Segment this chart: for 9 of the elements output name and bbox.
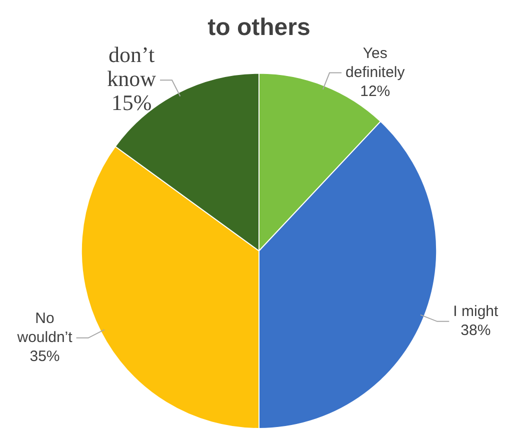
data-label: 12% bbox=[360, 82, 390, 100]
data-label: 15% bbox=[111, 90, 152, 115]
chart-title: to others bbox=[208, 14, 310, 42]
slice-label: No wouldn’t bbox=[16, 310, 74, 346]
slice-label: I might bbox=[453, 303, 499, 320]
data-label: 35% bbox=[30, 348, 60, 366]
slice-label: don’t know bbox=[107, 42, 156, 91]
data-label: 38% bbox=[460, 322, 491, 340]
slice-label: Yes definitely bbox=[346, 44, 406, 81]
